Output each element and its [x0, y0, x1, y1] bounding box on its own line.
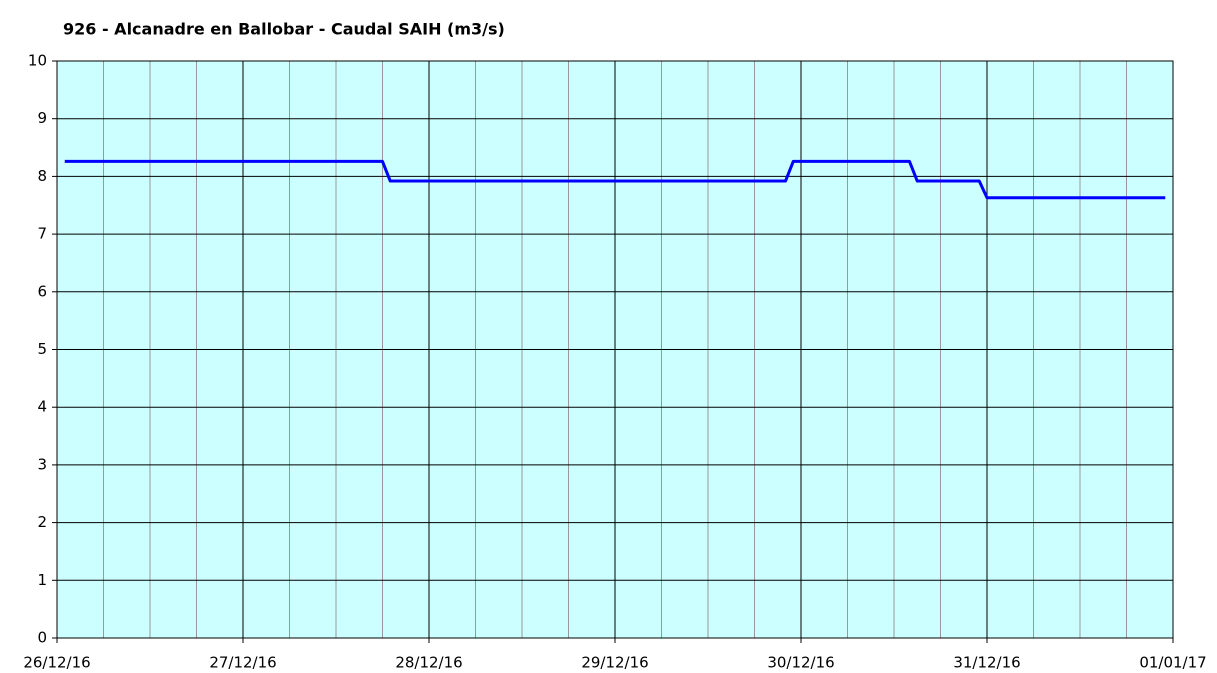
x-tick-label: 27/12/16 — [209, 654, 276, 672]
plot-border — [56, 60, 1174, 639]
y-tick-label: 6 — [37, 282, 47, 300]
y-tick-label: 5 — [37, 340, 47, 358]
x-tick-label: 30/12/16 — [767, 654, 834, 672]
chart-title: 926 - Alcanadre en Ballobar - Caudal SAI… — [63, 20, 505, 39]
x-tick-label: 31/12/16 — [953, 654, 1020, 672]
data-line — [64, 159, 1166, 200]
y-tick-label: 4 — [37, 398, 47, 416]
x-tick-label: 26/12/16 — [23, 654, 90, 672]
y-tick-label: 1 — [37, 571, 47, 589]
y-tick-label: 10 — [28, 52, 47, 70]
y-tick-label: 0 — [37, 629, 47, 647]
x-tick-label: 01/01/17 — [1139, 654, 1206, 672]
x-tick-label: 29/12/16 — [581, 654, 648, 672]
y-tick-label: 2 — [37, 513, 47, 531]
y-tick-label: 7 — [37, 225, 47, 243]
y-tick-label: 9 — [37, 109, 47, 127]
x-tick-label: 28/12/16 — [395, 654, 462, 672]
y-tick-label: 3 — [37, 455, 47, 473]
y-tick-label: 8 — [37, 167, 47, 185]
